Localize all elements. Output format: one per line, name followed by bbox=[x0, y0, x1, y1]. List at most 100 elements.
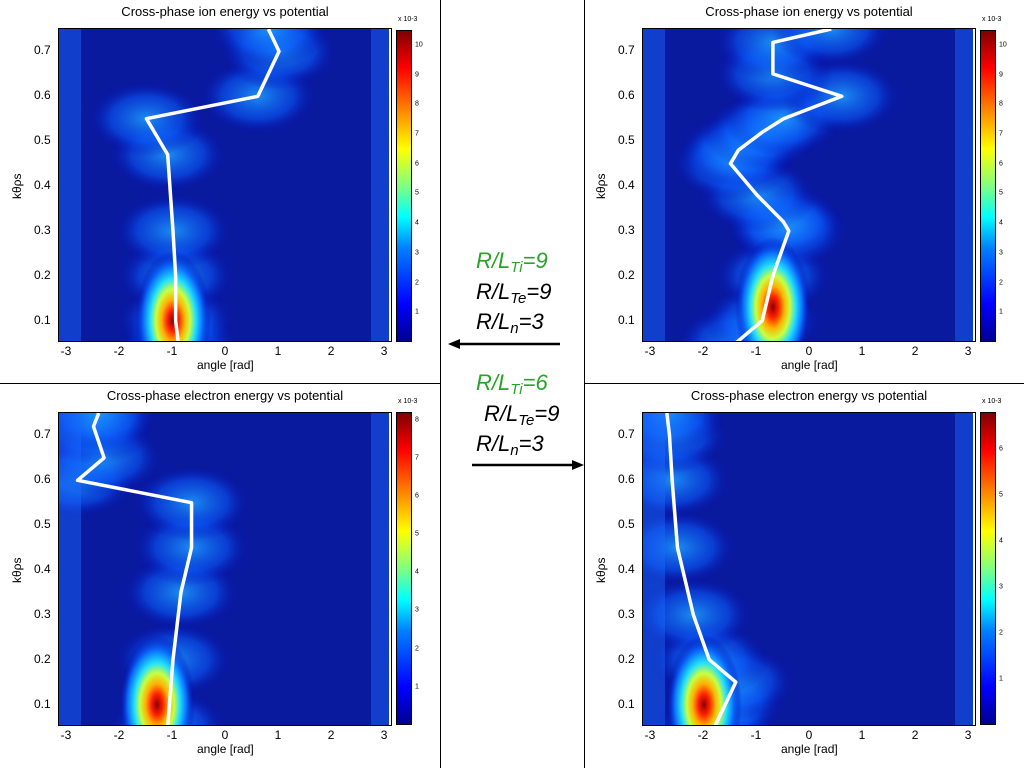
x-axis-label: angle [rad] bbox=[197, 742, 254, 756]
x-tick-label: 2 bbox=[911, 728, 919, 742]
colorbar-tick-label: 3 bbox=[999, 249, 1003, 257]
colorbar-tick-label: 4 bbox=[999, 219, 1003, 227]
x-tick-label: -3 bbox=[60, 344, 72, 358]
y-tick-label: 0.4 bbox=[618, 178, 635, 192]
y-tick-label: 0.3 bbox=[34, 222, 51, 237]
x-tick-label: -2 bbox=[113, 344, 125, 358]
colorbar-tick-label: 1 bbox=[415, 308, 419, 316]
x-tick-label: 0 bbox=[221, 728, 229, 742]
r-lte-label-bottom: R/LTe=9 bbox=[484, 401, 560, 429]
x-tick-label: 3 bbox=[964, 728, 972, 742]
y-tick-label: 0.1 bbox=[618, 312, 635, 327]
x-tick-label: 0 bbox=[805, 344, 813, 358]
colorbar-multiplier: x 10-3 bbox=[982, 398, 1002, 405]
colorbar-tick-label: 2 bbox=[415, 645, 419, 653]
y-tick-label: 0.5 bbox=[618, 517, 635, 532]
x-tick-label: -1 bbox=[750, 344, 762, 358]
y-tick-label: 0.2 bbox=[618, 267, 635, 282]
x-tick-label: -1 bbox=[750, 728, 762, 742]
y-tick-label: 0.2 bbox=[34, 651, 51, 666]
colorbar-tick-label: 8 bbox=[415, 416, 419, 424]
y-tick-label: 0.2 bbox=[34, 267, 51, 282]
right-arrow bbox=[472, 460, 584, 470]
x-tick-label: 1 bbox=[274, 728, 282, 742]
colorbar-tick-label: 5 bbox=[415, 530, 419, 538]
plot-area bbox=[58, 412, 392, 726]
y-tick-label: 0.2 bbox=[618, 651, 635, 666]
y-tick-label: 0.7 bbox=[618, 427, 635, 442]
y-tick-label: 0.6 bbox=[34, 88, 51, 103]
r-ln-label-bottom: R/Ln=3 bbox=[476, 431, 544, 459]
colorbar-tick-label: 1 bbox=[415, 683, 419, 691]
x-tick-label: -3 bbox=[644, 728, 656, 742]
x-tick-label: 3 bbox=[380, 728, 388, 742]
x-tick-label: 1 bbox=[858, 344, 866, 358]
colorbar-tick-label: 6 bbox=[415, 160, 419, 168]
colorbar bbox=[980, 30, 996, 342]
x-tick-label: -2 bbox=[697, 344, 709, 358]
colorbar-multiplier: x 10-3 bbox=[398, 16, 418, 23]
r-lti-label-top: R/LTi=9 bbox=[476, 248, 548, 276]
y-tick-label: 0.3 bbox=[618, 606, 635, 621]
contour-field bbox=[59, 413, 391, 725]
colorbar-tick-label: 8 bbox=[415, 100, 419, 108]
colorbar-tick-label: 5 bbox=[999, 491, 1003, 499]
x-tick-label: -3 bbox=[60, 728, 72, 742]
phase-curve bbox=[144, 29, 281, 341]
colorbar-tick-label: 3 bbox=[415, 606, 419, 614]
colorbar-tick-label: 3 bbox=[999, 583, 1003, 591]
x-tick-label: 2 bbox=[327, 344, 335, 358]
colorbar-tick-label: 4 bbox=[415, 568, 419, 576]
colorbar-multiplier: x 10-3 bbox=[982, 16, 1002, 23]
x-axis-label: angle [rad] bbox=[781, 358, 838, 372]
y-tick-label: 0.7 bbox=[34, 427, 51, 442]
contour-field bbox=[643, 29, 975, 341]
y-axis-label: kθρs bbox=[594, 557, 608, 584]
y-tick-label: 0.6 bbox=[618, 88, 635, 103]
colorbar-tick-label: 8 bbox=[999, 100, 1003, 108]
colorbar-tick-label: 2 bbox=[999, 629, 1003, 637]
colorbar bbox=[980, 412, 996, 725]
colorbar bbox=[396, 412, 412, 725]
y-tick-label: 0.6 bbox=[618, 472, 635, 487]
colorbar-tick-label: 1 bbox=[999, 308, 1003, 316]
y-tick-label: 0.7 bbox=[34, 43, 51, 58]
y-tick-label: 0.4 bbox=[34, 178, 51, 192]
colorbar-tick-label: 6 bbox=[415, 492, 419, 500]
y-tick-label: 0.3 bbox=[618, 222, 635, 237]
colorbar-tick-label: 6 bbox=[999, 445, 1003, 453]
chart-title: Cross-phase ion energy vs potential bbox=[121, 4, 329, 19]
contour-field bbox=[59, 29, 391, 341]
y-tick-label: 0.5 bbox=[618, 133, 635, 148]
y-tick-label: 0.7 bbox=[618, 43, 635, 58]
left-arrow bbox=[448, 339, 560, 349]
colorbar-tick-label: 4 bbox=[999, 537, 1003, 545]
colorbar-tick-label: 5 bbox=[999, 189, 1003, 197]
colorbar-tick-label: 4 bbox=[415, 219, 419, 227]
colorbar-tick-label: 2 bbox=[999, 279, 1003, 287]
y-tick-label: 0.5 bbox=[34, 517, 51, 532]
x-tick-label: -1 bbox=[166, 344, 178, 358]
r-lti-label-bottom: R/LTi=6 bbox=[476, 370, 548, 398]
r-ln-label-top: R/Ln=3 bbox=[476, 309, 544, 337]
y-tick-label: 0.4 bbox=[618, 562, 635, 576]
x-tick-label: 3 bbox=[380, 344, 388, 358]
y-axis-label: kθρs bbox=[594, 173, 608, 200]
vertical-divider-right bbox=[584, 0, 585, 768]
phase-curve bbox=[728, 29, 844, 341]
y-tick-label: 0.6 bbox=[34, 472, 51, 487]
colorbar-tick-label: 9 bbox=[415, 71, 419, 79]
y-tick-label: 0.3 bbox=[34, 606, 51, 621]
colorbar-multiplier: x 10-3 bbox=[398, 398, 418, 405]
colorbar-tick-label: 3 bbox=[415, 249, 419, 257]
y-tick-label: 0.5 bbox=[34, 133, 51, 148]
colorbar-tick-label: 6 bbox=[999, 160, 1003, 168]
y-axis-label: kθρs bbox=[10, 557, 24, 584]
colorbar-tick-label: 10 bbox=[415, 41, 423, 49]
vertical-divider-left bbox=[440, 0, 441, 768]
chart-title: Cross-phase electron energy vs potential bbox=[690, 388, 928, 403]
r-lte-label-top: R/LTe=9 bbox=[476, 279, 552, 307]
contour-field bbox=[643, 413, 975, 725]
colorbar-tick-label: 7 bbox=[999, 130, 1003, 138]
x-axis-label: angle [rad] bbox=[781, 742, 838, 756]
